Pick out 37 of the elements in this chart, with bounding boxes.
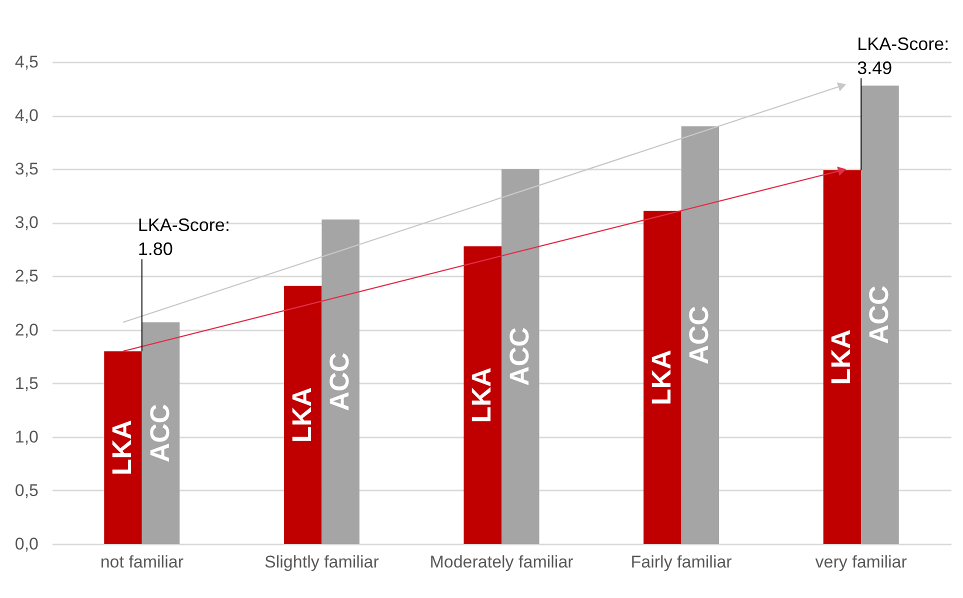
bar: [142, 322, 180, 544]
text: ACC: [504, 327, 534, 386]
y-tick-label: 1,5: [14, 374, 38, 393]
text: LKA: [466, 367, 497, 423]
y-tick-label: 1,0: [14, 427, 38, 446]
y-tick-label: 0,0: [14, 534, 38, 554]
y-tick-label: 2,0: [14, 320, 38, 340]
y-tick-label: 2,5: [14, 266, 38, 286]
y-tick-label: 4,0: [14, 106, 38, 126]
text: LKA: [826, 329, 856, 385]
x-tick-label: not familiar: [100, 552, 184, 572]
series-label: ACC: [144, 404, 175, 462]
bar: [681, 126, 720, 544]
text: ACC: [324, 352, 355, 411]
x-tick-label: Slightly familiar: [264, 552, 380, 572]
bar: [104, 351, 142, 544]
y-tick-label: 0,5: [14, 480, 38, 500]
bar: [644, 210, 682, 544]
bar: [322, 219, 360, 544]
bar: [861, 86, 899, 544]
bar: [284, 286, 322, 544]
bar: [502, 169, 540, 544]
bar: [464, 246, 502, 544]
annotation: LKA-Score: 3.49: [857, 34, 950, 78]
y-tick-label: 4,5: [14, 52, 38, 72]
y-tick-label: 3,0: [14, 213, 38, 232]
x-tick-label: Fairly familiar: [630, 552, 732, 572]
text: LKA: [646, 350, 676, 406]
x-tick-label: Moderately familiar: [430, 552, 574, 572]
series-label: LKA: [107, 420, 138, 476]
x-tick-label: very familiar: [815, 552, 908, 572]
text: ACC: [684, 306, 714, 364]
text: LKA: [286, 387, 317, 443]
text: ACC: [864, 286, 894, 344]
bar: [823, 170, 862, 544]
y-tick-label: 3,5: [14, 160, 38, 179]
annotation: LKA-Score: 1.80: [138, 215, 230, 260]
